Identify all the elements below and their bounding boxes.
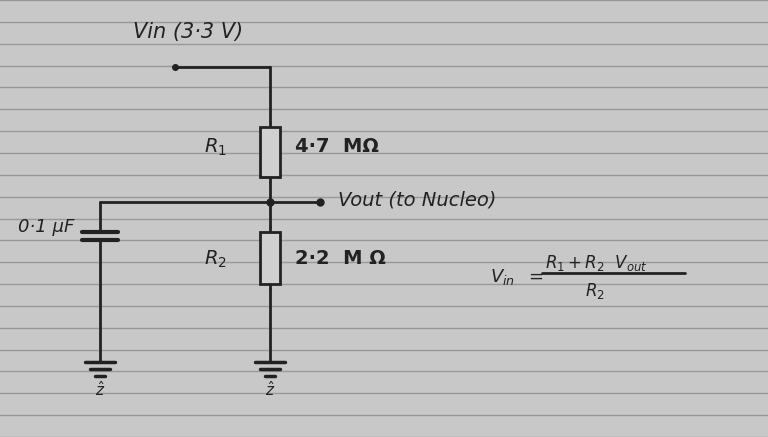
Bar — [260, 232, 280, 284]
Text: $V_{in}$: $V_{in}$ — [490, 267, 515, 287]
Text: 2·2  M Ω: 2·2 M Ω — [295, 250, 386, 268]
Text: =: = — [528, 268, 543, 286]
Text: $\hat{z}$: $\hat{z}$ — [94, 380, 105, 399]
Text: $\hat{z}$: $\hat{z}$ — [265, 380, 275, 399]
Text: Vin (3·3 V): Vin (3·3 V) — [133, 22, 243, 42]
Text: $R_1$: $R_1$ — [204, 136, 227, 158]
Text: $R_2$: $R_2$ — [204, 248, 227, 270]
Text: Vout (to Nucleo): Vout (to Nucleo) — [338, 191, 496, 209]
Bar — [260, 127, 280, 177]
Text: 4·7  MΩ: 4·7 MΩ — [295, 138, 379, 156]
Text: $R_2$: $R_2$ — [585, 281, 605, 301]
Text: $R_1 + R_2$  $V_{out}$: $R_1 + R_2$ $V_{out}$ — [545, 253, 647, 273]
Text: 0·1 μF: 0·1 μF — [18, 218, 74, 236]
